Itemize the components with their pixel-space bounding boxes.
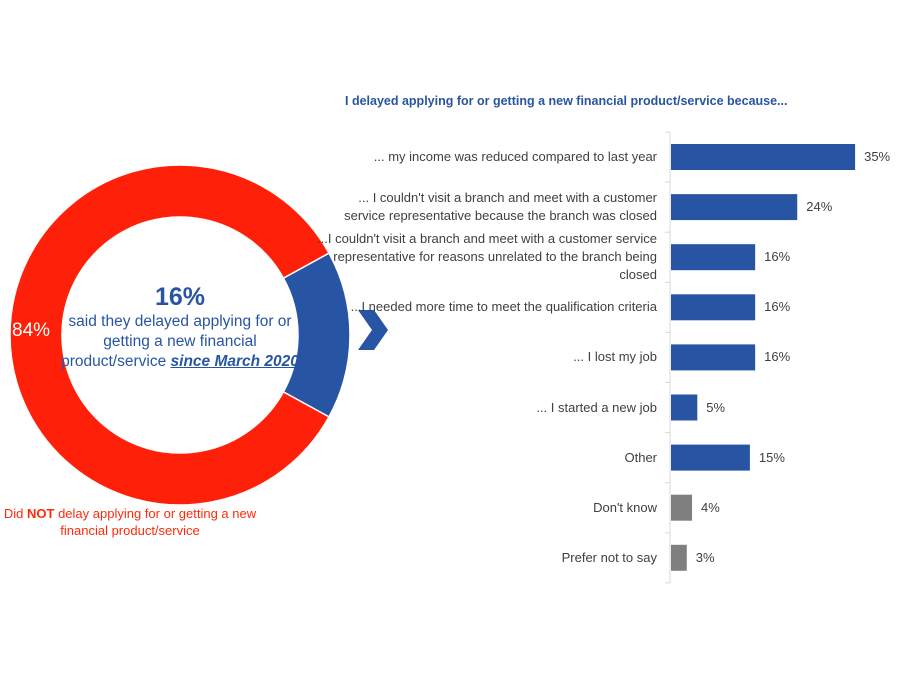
bar bbox=[671, 444, 750, 471]
not-delayed-percent: 84% bbox=[12, 320, 51, 341]
bar bbox=[671, 144, 856, 170]
bar bbox=[671, 244, 756, 271]
bar-category-label: ...I needed more time to meet the qualif… bbox=[350, 299, 657, 315]
not-delayed-label-bold: NOT bbox=[27, 506, 55, 521]
bar-value-label: 16% bbox=[764, 299, 791, 315]
delayed-timeframe: since March 2020 bbox=[170, 353, 299, 370]
bar-value-label: 4% bbox=[701, 499, 720, 515]
bar-value-label: 15% bbox=[758, 449, 785, 465]
not-delayed-label-suffix: delay applying for or getting a new fina… bbox=[54, 506, 257, 538]
bar-category-label: Don't know bbox=[593, 499, 657, 515]
bar bbox=[671, 494, 693, 521]
bar bbox=[671, 544, 687, 571]
not-delayed-label-prefix: Did bbox=[3, 506, 28, 521]
bar-category-label: ... I started a new job bbox=[536, 399, 657, 415]
bar-category-label: ... I lost my job bbox=[573, 349, 657, 365]
bar-category-label: ...I couldn't visit a branch and meet wi… bbox=[317, 231, 657, 283]
bar-value-label: 5% bbox=[706, 399, 726, 415]
bar bbox=[671, 194, 798, 221]
delayed-percent: 16% bbox=[154, 283, 206, 311]
bar-category-label: Other bbox=[624, 449, 657, 465]
bar-value-label: 24% bbox=[806, 199, 833, 215]
bar bbox=[671, 294, 756, 321]
bar-value-label: 16% bbox=[764, 349, 791, 365]
bar bbox=[671, 344, 756, 371]
bar-value-label: 35% bbox=[864, 149, 891, 164]
bar bbox=[671, 394, 698, 421]
bar-category-label: ... I couldn't visit a branch and meet w… bbox=[344, 190, 657, 224]
bar-category-label: Prefer not to say bbox=[561, 549, 657, 565]
bar-value-label: 16% bbox=[764, 249, 791, 265]
bar-chart-title: I delayed applying for or getting a new … bbox=[345, 94, 788, 108]
bar-category-label: ... my income was reduced compared to la… bbox=[373, 149, 657, 164]
donut-slice-not-delayed bbox=[9, 164, 330, 506]
delayed-description: said they delayed applying for or gettin… bbox=[61, 313, 292, 370]
not-delayed-label: Did NOT delay applying for or getting a … bbox=[0, 505, 260, 539]
donut-center-text: 16% said they delayed applying for or ge… bbox=[60, 282, 300, 372]
chevron-right-icon bbox=[358, 310, 388, 350]
bar-value-label: 3% bbox=[695, 549, 715, 565]
